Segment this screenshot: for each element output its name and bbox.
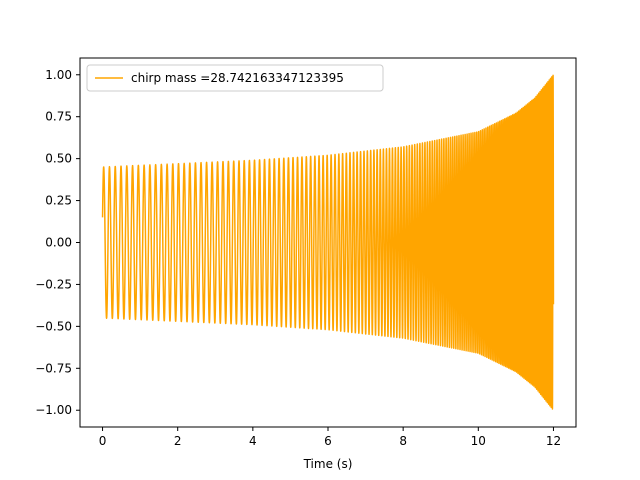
- legend-box: [86, 64, 384, 92]
- y-tick-label: 0.50: [45, 152, 72, 166]
- x-tick-label: 4: [249, 434, 257, 448]
- y-tick-label: 0.25: [45, 194, 72, 208]
- y-ticks: −1.00 −0.75 −0.50 −0.25 0.00 0.25 0.50 0.75 1.00: [35, 68, 80, 417]
- x-tick-label: 6: [324, 434, 332, 448]
- plot-layer: [101, 74, 555, 410]
- x-tick-label: 10: [471, 434, 486, 448]
- chirp-series-line: [101, 74, 555, 410]
- y-tick-label: −1.00: [35, 403, 72, 417]
- x-tick-label: 2: [174, 434, 182, 448]
- y-tick-label: −0.75: [35, 361, 72, 375]
- y-tick-label: 0.00: [45, 236, 72, 250]
- legend: chirp mass =28.742163347123395: [86, 64, 384, 92]
- x-tick-label: 0: [99, 434, 107, 448]
- x-tick-label: 8: [399, 434, 407, 448]
- legend-label: chirp mass =28.742163347123395: [131, 71, 344, 85]
- y-tick-label: 1.00: [45, 68, 72, 82]
- x-ticks: 0 2 4 6 8 10 12: [99, 427, 561, 448]
- y-tick-label: 0.75: [45, 110, 72, 124]
- x-tick-label: 12: [546, 434, 561, 448]
- x-axis-label: Time (s): [303, 457, 353, 471]
- y-tick-label: −0.50: [35, 319, 72, 333]
- y-tick-label: −0.25: [35, 277, 72, 291]
